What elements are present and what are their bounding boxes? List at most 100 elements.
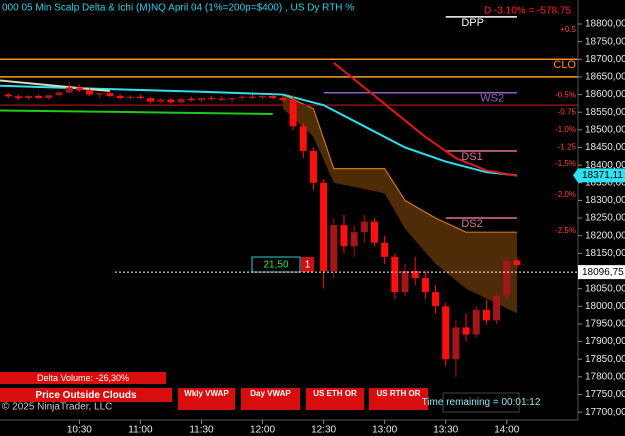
candle-body bbox=[75, 87, 83, 91]
toolbar-button[interactable] bbox=[178, 388, 235, 410]
candle-body bbox=[259, 95, 267, 98]
candle-body bbox=[126, 96, 134, 99]
candle-body bbox=[147, 98, 155, 102]
toolbar-button[interactable] bbox=[241, 388, 300, 410]
candle-body bbox=[167, 99, 175, 103]
y-tick-label: 18050,00 bbox=[585, 283, 625, 294]
y-tick-label: 17750,00 bbox=[585, 389, 625, 400]
toolbar-button-label: US RTH OR bbox=[377, 389, 421, 398]
y-tick-label: 18500,00 bbox=[585, 124, 625, 135]
candle-body bbox=[421, 278, 429, 293]
candle-body bbox=[177, 98, 185, 103]
toolbar-button-label: Day VWAP bbox=[250, 389, 291, 398]
order-count-box[interactable] bbox=[301, 257, 314, 272]
candle-body bbox=[228, 98, 236, 100]
candle-body bbox=[320, 182, 328, 271]
pct-level-label: -1.25 bbox=[558, 143, 577, 152]
candle-body bbox=[208, 98, 216, 100]
candle-body bbox=[472, 309, 480, 335]
y-tick-label: 18000,00 bbox=[585, 301, 625, 312]
candle-body bbox=[513, 260, 521, 265]
candle-body bbox=[309, 151, 317, 183]
candle-body bbox=[218, 98, 226, 100]
y-tick-label: 18800,00 bbox=[585, 19, 625, 30]
y-tick-label: 18600,00 bbox=[585, 89, 625, 100]
candle-body bbox=[187, 98, 195, 101]
chart-title: 000 05 Min Scalp Delta & Ichi (M)NQ Apri… bbox=[2, 3, 354, 14]
indicator-line bbox=[0, 84, 518, 177]
candle-body bbox=[493, 295, 501, 321]
y-tick-label: 18250,00 bbox=[585, 213, 625, 224]
time-remaining: Time remaining = 00:01:12 bbox=[422, 397, 541, 408]
candle-body bbox=[370, 221, 378, 243]
y-tick-label: 18650,00 bbox=[585, 72, 625, 83]
candle-body bbox=[330, 225, 338, 271]
candle-body bbox=[360, 221, 368, 233]
delta-volume: Delta Volume: -26,30% bbox=[37, 373, 129, 383]
candle-body bbox=[86, 90, 94, 95]
x-tick-label: 14:00 bbox=[494, 425, 519, 436]
last-price-tag bbox=[578, 265, 625, 280]
candle-body bbox=[24, 95, 32, 99]
candle-body bbox=[45, 95, 53, 99]
copyright: © 2025 NinjaTrader, LLC bbox=[2, 402, 112, 413]
candle-body bbox=[136, 96, 144, 99]
candle-body bbox=[411, 270, 419, 279]
ma-tag bbox=[573, 168, 625, 183]
daily-change: D -3.10% = -578.75 bbox=[484, 6, 571, 17]
candle-body bbox=[96, 93, 104, 95]
level-label: WS2 bbox=[480, 93, 504, 105]
x-tick-label: 11:00 bbox=[128, 425, 153, 436]
status: Price Outside Clouds bbox=[35, 390, 137, 401]
candle-body bbox=[401, 270, 409, 293]
toolbar-button[interactable] bbox=[306, 388, 364, 410]
y-tick-label: 18300,00 bbox=[585, 195, 625, 206]
y-tick-label: 17900,00 bbox=[585, 336, 625, 347]
y-tick-label: 17850,00 bbox=[585, 354, 625, 365]
y-tick-label: 17700,00 bbox=[585, 407, 625, 418]
candle-body bbox=[503, 260, 511, 296]
level-label: CLO bbox=[553, 59, 576, 71]
pct-level-label: -2.0% bbox=[555, 190, 576, 199]
status-bar bbox=[0, 388, 172, 402]
time-remaining-box bbox=[442, 392, 520, 413]
pct-level-label: -1.5% bbox=[555, 159, 576, 168]
y-tick-label: 18150,00 bbox=[585, 248, 625, 259]
candle-body bbox=[65, 87, 73, 93]
candle-body bbox=[452, 327, 460, 360]
y-tick-label: 18700,00 bbox=[585, 54, 625, 65]
candle-body bbox=[55, 92, 63, 96]
x-tick-label: 10:30 bbox=[67, 425, 92, 436]
y-tick-label: 17950,00 bbox=[585, 319, 625, 330]
y-tick-label: 18350,00 bbox=[585, 177, 625, 188]
order-count: 1 bbox=[305, 260, 311, 271]
pct-level-label: -0.5% bbox=[555, 90, 576, 99]
y-tick-label: 18550,00 bbox=[585, 107, 625, 118]
pct-level-label: -1.0% bbox=[555, 125, 576, 134]
level-label: DS2 bbox=[461, 218, 482, 230]
pct-level-label: +0.5 bbox=[560, 25, 576, 34]
candle-body bbox=[391, 256, 399, 293]
y-tick-label: 18450,00 bbox=[585, 142, 625, 153]
indicator-line bbox=[0, 109, 273, 115]
y-tick-label: 18400,00 bbox=[585, 160, 625, 171]
cloud-band bbox=[282, 94, 517, 314]
candle-body bbox=[238, 96, 246, 99]
plot-area bbox=[0, 16, 578, 377]
candle-body bbox=[106, 93, 114, 96]
x-tick-label: 12:30 bbox=[311, 425, 336, 436]
indicator-line bbox=[333, 62, 518, 177]
candle-body bbox=[248, 96, 256, 98]
candle-body bbox=[35, 95, 43, 99]
candle-body bbox=[4, 94, 12, 97]
toolbar-button[interactable] bbox=[369, 388, 428, 410]
x-tick-label: 12:00 bbox=[250, 425, 275, 436]
candle-body bbox=[381, 242, 389, 257]
candle-body bbox=[462, 327, 470, 335]
cloud-upper bbox=[282, 94, 517, 233]
candle-body bbox=[442, 306, 450, 360]
y-tick-label: 18750,00 bbox=[585, 36, 625, 47]
level-label: DPP bbox=[461, 17, 484, 29]
candle-body bbox=[116, 95, 124, 99]
